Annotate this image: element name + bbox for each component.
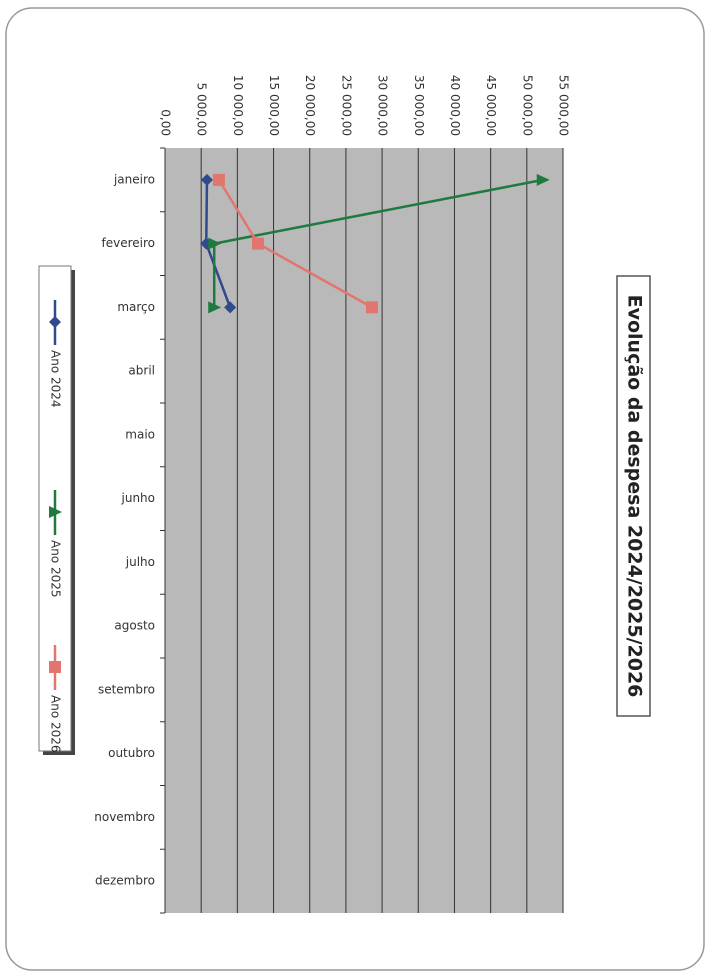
category-label: setembro [98,682,155,696]
marker [49,316,61,328]
chart-title: Evolução da despesa 2024/2025/2026 [624,295,646,698]
category-label: dezembro [95,874,155,888]
category-label: novembro [94,810,155,824]
category-label: outubro [108,746,155,760]
marker [251,237,264,250]
category-label: maio [125,427,155,441]
value-tick-label: 10 000,00 [231,75,245,136]
marker [49,506,62,518]
marker [365,301,378,314]
value-tick-label: 0,00 [159,109,173,136]
legend-label: Ano 2024 [49,350,63,408]
value-tick-label: 30 000,00 [376,75,390,136]
value-tick-label: 15 000,00 [267,75,281,136]
category-label: janeiro [113,172,155,186]
marker [224,301,237,314]
marker [200,173,213,186]
value-tick-label: 45 000,00 [484,75,498,136]
marker [208,237,222,250]
value-tick-label: 40 000,00 [448,75,462,136]
legend-label: Ano 2026 [49,695,63,753]
value-tick-label: 35 000,00 [412,75,426,136]
category-label: abril [128,364,155,378]
value-tick-label: 25 000,00 [339,75,353,136]
value-tick-label: 50 000,00 [520,75,534,136]
marker [212,173,225,186]
category-label: fevereiro [102,236,156,250]
category-label: julho [125,555,155,569]
title-box [616,275,651,717]
value-tick-label: 55 000,00 [557,75,571,136]
marker [208,301,222,314]
category-label: março [117,300,155,314]
legend-label: Ano 2025 [49,540,63,598]
category-label: junho [121,491,156,505]
marker [536,173,550,186]
plot-area [165,148,563,913]
value-tick-label: 20 000,00 [303,75,317,136]
value-tick-label: 5 000,00 [195,83,209,136]
marker [49,661,61,673]
category-label: agosto [114,619,155,633]
